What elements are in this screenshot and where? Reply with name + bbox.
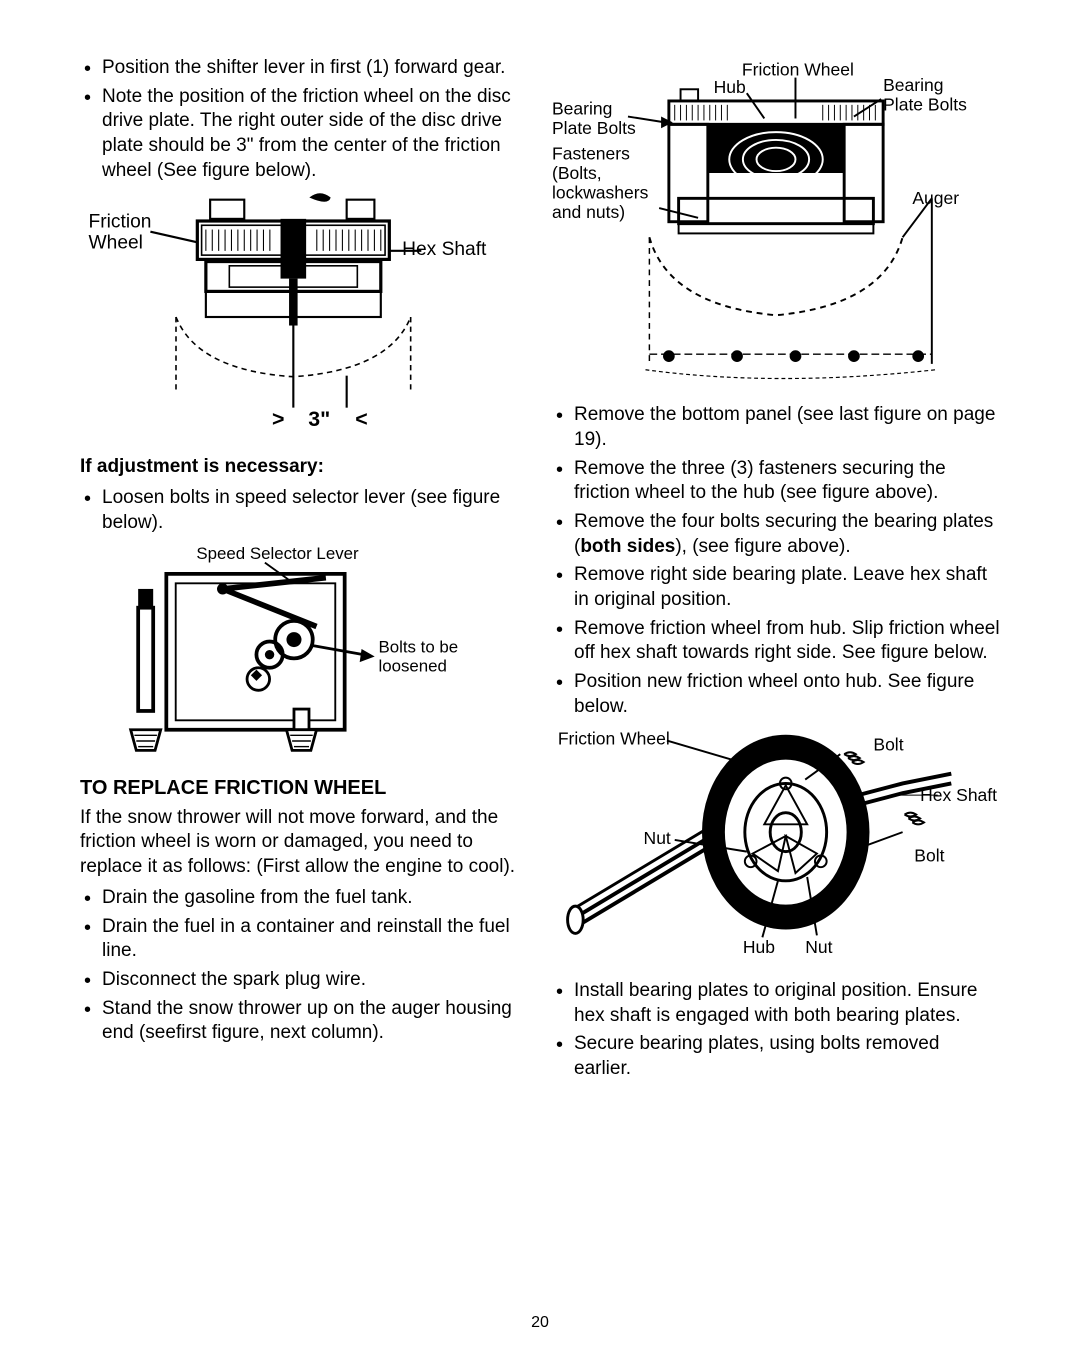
- fig1-label-friction: Friction: [89, 212, 152, 233]
- bullet-item: Secure bearing plates, using bolts remov…: [552, 1032, 1000, 1081]
- fig1-dim-right: <: [355, 407, 367, 431]
- figure-friction-wheel-hex-shaft: Friction Wheel: [80, 189, 528, 445]
- figure-friction-wheel-on-hex-shaft: Friction Wheel: [552, 725, 1000, 968]
- bullet-item: Remove the four bolts securing the beari…: [552, 510, 1000, 559]
- fig3-lockwashers: lockwashers: [552, 182, 649, 202]
- fig3-bearing-l: Bearing: [552, 99, 612, 119]
- bullet-item: Drain the gasoline from the fuel tank.: [80, 886, 528, 911]
- section-heading-replace-friction-wheel: TO REPLACE FRICTION WHEEL: [80, 777, 528, 800]
- fig1-label-wheel: Wheel: [89, 233, 143, 254]
- fig2-label-lever: Speed Selector Lever: [196, 543, 359, 562]
- right-mid-bullets: Remove the bottom panel (see last figure…: [552, 403, 1000, 719]
- adjust-bullets: Loosen bolts in speed selector lever (se…: [80, 486, 528, 535]
- fig3-bearing-r1: Bearing: [883, 75, 943, 95]
- figure-auger-housing-view: Friction Wheel Hub Bearing Plate Bolts B…: [552, 62, 1000, 393]
- fig4-nut-left: Nut: [644, 828, 671, 848]
- fig2-label-bolts-1: Bolts to be: [378, 637, 458, 656]
- bullet-item: Stand the snow thrower up on the auger h…: [80, 997, 528, 1046]
- left-top-bullets: Position the shifter lever in first (1) …: [80, 56, 528, 183]
- bullet-item: Position new friction wheel onto hub. Se…: [552, 670, 1000, 719]
- fig4-hub: Hub: [743, 937, 775, 957]
- adjust-heading: If adjustment is necessary:: [80, 455, 528, 480]
- bullet-item: Remove the three (3) fasteners securing …: [552, 457, 1000, 506]
- bullet-item: Remove the bottom panel (see last figure…: [552, 403, 1000, 452]
- left-section-bullets: Drain the gasoline from the fuel tank. D…: [80, 886, 528, 1046]
- page-number: 20: [0, 1314, 1080, 1332]
- fig1-label-hex-shaft: Hex Shaft: [402, 240, 487, 261]
- bullet-item: Position the shifter lever in first (1) …: [80, 56, 528, 81]
- fig2-label-bolts-2: loosened: [378, 656, 447, 675]
- fig3-bearing-r2: Plate Bolts: [883, 95, 967, 115]
- section-para: If the snow thrower will not move forwar…: [80, 806, 528, 880]
- fig4-hex-shaft: Hex Shaft: [920, 785, 997, 805]
- fig3-auger: Auger: [912, 188, 959, 208]
- bullet-item: Remove right side bearing plate. Leave h…: [552, 563, 1000, 612]
- right-bottom-bullets: Install bearing plates to original posit…: [552, 979, 1000, 1082]
- bullet-item: Drain the fuel in a container and reinst…: [80, 915, 528, 964]
- bullet-item: Disconnect the spark plug wire.: [80, 968, 528, 993]
- two-column-layout: Position the shifter lever in first (1) …: [80, 56, 1000, 1086]
- fig1-dim-left: >: [272, 407, 284, 431]
- bullet-item: Remove friction wheel from hub. Slip fri…: [552, 617, 1000, 666]
- fig4-friction-wheel: Friction Wheel: [558, 729, 670, 749]
- figure-speed-selector-lever: Speed Selector Lever: [110, 542, 504, 767]
- fig4-bolt-top: Bolt: [873, 735, 903, 755]
- fig3-fasteners: Fasteners: [552, 143, 630, 163]
- fig4-nut-bottom: Nut: [805, 937, 832, 957]
- left-column: Position the shifter lever in first (1) …: [80, 56, 528, 1086]
- bullet-item: Loosen bolts in speed selector lever (se…: [80, 486, 528, 535]
- fig4-bolt-side: Bolt: [914, 846, 944, 866]
- fig3-hub: Hub: [714, 77, 746, 97]
- fig3-and-nuts: and nuts): [552, 202, 625, 222]
- right-column: Friction Wheel Hub Bearing Plate Bolts B…: [552, 56, 1000, 1086]
- page-root: Position the shifter lever in first (1) …: [0, 0, 1080, 1358]
- bullet-item: Note the position of the friction wheel …: [80, 85, 528, 184]
- fig3-bolts: (Bolts,: [552, 163, 602, 183]
- bullet-item: Install bearing plates to original posit…: [552, 979, 1000, 1028]
- fig3-friction-wheel: Friction Wheel: [742, 62, 854, 80]
- fig1-dim-label: 3": [308, 407, 330, 431]
- fig3-plate-bolts-l: Plate Bolts: [552, 118, 636, 138]
